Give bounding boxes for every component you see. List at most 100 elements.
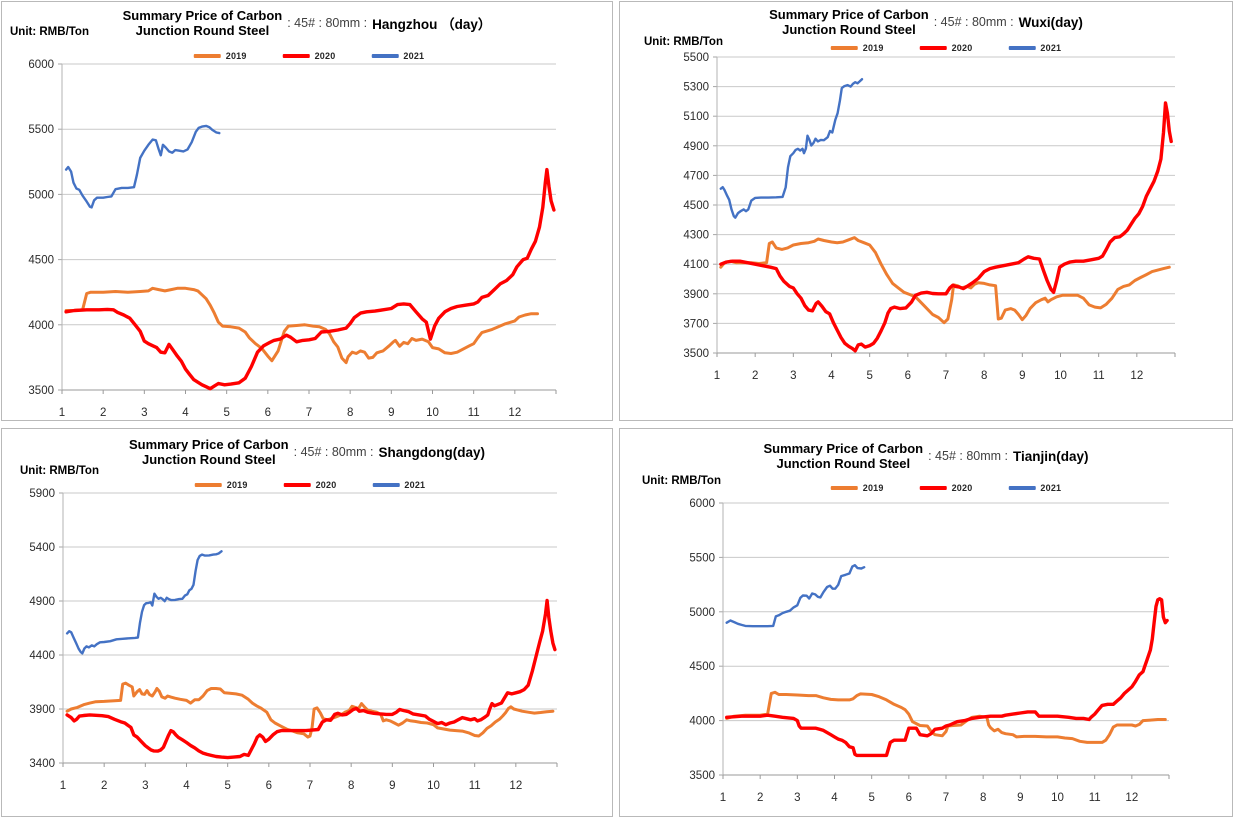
x-axis-label: 2 [752,370,758,382]
legend-swatch-icon [1008,46,1036,50]
x-axis-label: 3 [141,407,147,418]
y-axis-label: 5300 [683,82,709,94]
unit-label: Unit: RMB/Ton [644,36,723,48]
x-axis-label: 9 [389,780,395,792]
x-axis-label: 8 [347,407,353,418]
y-axis-label: 4700 [683,170,709,182]
series-line-2019 [719,236,1171,325]
x-axis-label: 7 [307,780,313,792]
series-line-2021 [725,563,866,628]
y-axis-label: 5500 [683,52,709,64]
x-axis-label: 9 [388,407,394,418]
x-axis-label: 8 [348,780,354,792]
legend-swatch-icon [372,483,400,487]
legend-entry-2019: 2019 [194,480,248,490]
x-axis-label: 6 [266,780,272,792]
chart-panel-shangdong: 5900 5400 4900 4400 3900 3400 1 2 3 4 5 6 7 8 9 10 11 12 … [1,428,613,817]
y-axis-label: 4400 [29,650,55,662]
legend-label: 2020 [314,51,336,61]
legend-label: 2020 [315,480,337,490]
x-axis-label: 3 [790,370,796,382]
legend-label: 2019 [862,43,884,53]
x-axis-label: 1 [720,792,726,804]
x-axis-label: 12 [508,407,521,418]
chart-panel-hangzhou: 6000 5500 5000 4500 4000 3500 1 2 3 4 5 6 7 8 9 10 11 12 … [1,1,613,421]
legend-label: 2019 [226,480,248,490]
legend-label: 2019 [225,51,247,61]
panel-inner: 5900 5400 4900 4400 3900 3400 1 2 3 4 5 6 7 8 9 10 11 12 … [2,429,612,816]
y-axis-label: 3400 [29,758,55,770]
series-line-2021 [719,77,864,219]
legend-label: 2021 [1040,43,1062,53]
x-axis-label: 5 [223,407,229,418]
line-chart-wuxi: 5500 5300 5100 4900 4700 4500 4300 4100 3900 3700… [683,52,1176,382]
x-axis-label: 12 [1125,792,1138,804]
x-axis-label: 10 [1054,370,1067,382]
x-axis-label: 7 [943,792,949,804]
legend-swatch-icon [193,54,221,58]
x-axis-label: 12 [1130,370,1143,382]
chart-panel-wuxi: 5500 5300 5100 4900 4700 4500 4300 4100 3900 3700… [619,1,1233,421]
x-axis-label: 4 [182,407,189,418]
legend-swatch-icon [283,483,311,487]
x-axis-label: 2 [100,407,106,418]
y-axis-label: 5400 [29,542,55,554]
x-axis-label: 11 [468,407,480,418]
legend-entry-2020: 2020 [282,51,336,61]
series-line-2020 [724,596,1169,758]
x-axis-label: 10 [426,407,439,418]
legend-entry-2020: 2020 [283,480,337,490]
y-axis-label: 3700 [683,318,709,330]
legend-label: 2021 [404,480,426,490]
x-axis-label: 1 [714,370,720,382]
x-axis-label: 11 [1089,792,1101,804]
legend-label: 2019 [862,483,884,493]
x-axis-label: 7 [943,370,949,382]
legend-label: 2020 [951,483,973,493]
panel-inner: 5500 5300 5100 4900 4700 4500 4300 4100 3900 3700… [620,2,1232,420]
y-axis-label: 3500 [689,770,715,782]
y-axis-label: 3500 [683,348,709,360]
x-axis-label: 6 [906,792,912,804]
legend-swatch-icon [194,483,222,487]
y-axis-label: 4300 [683,230,709,242]
series-line-2020 [719,101,1173,353]
unit-label: Unit: RMB/Ton [10,26,89,38]
y-axis-label: 5900 [29,488,55,500]
chart-panel-tianjin: 6000 5500 5000 4500 4000 3500 1 2 3 4 5 6 7 8 9 10 11 12 … [619,428,1233,817]
x-axis-label: 5 [224,780,230,792]
unit-label: Unit: RMB/Ton [20,465,99,477]
legend-entry-2021: 2021 [1008,43,1061,53]
y-axis-label: 4500 [683,200,709,212]
legend-entry-2020: 2020 [919,483,973,493]
x-axis-label: 10 [1051,792,1064,804]
legend-label: 2021 [403,51,425,61]
x-axis-label: 4 [183,780,190,792]
legend: 2019 2020 2021 [830,483,1062,493]
y-axis-label: 5000 [28,189,54,201]
panel-inner: 6000 5500 5000 4500 4000 3500 1 2 3 4 5 6 7 8 9 10 11 12 … [2,2,612,420]
y-axis-label: 6000 [689,498,715,510]
legend-swatch-icon [282,54,310,58]
y-axis-label: 4500 [689,661,715,673]
legend-label: 2021 [1040,483,1062,493]
x-axis-label: 9 [1019,370,1025,382]
series-line-2020 [64,167,556,391]
series-line-2019 [725,690,1167,744]
x-axis-label: 6 [905,370,911,382]
x-axis-label: 2 [101,780,107,792]
legend-swatch-icon [830,46,858,50]
y-axis-label: 4500 [28,255,54,267]
x-axis-label: 2 [757,792,763,804]
x-axis-label: 8 [980,792,986,804]
legend: 2019 2020 2021 [193,51,425,61]
series-line-2020 [65,598,557,760]
y-axis-label: 5100 [683,111,709,123]
legend-swatch-icon [919,486,947,490]
y-axis-label: 3500 [28,385,54,397]
y-axis-label: 4900 [683,141,709,153]
unit-label: Unit: RMB/Ton [642,475,721,487]
